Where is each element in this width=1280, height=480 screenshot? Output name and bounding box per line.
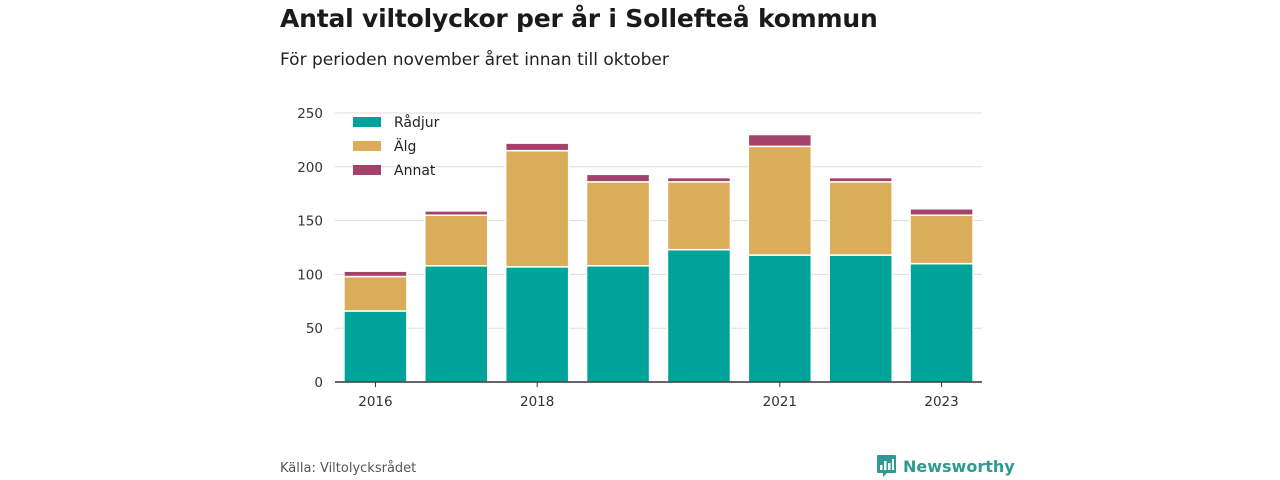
- stacked-bar-chart: 0 50 100 150 200 250 2016 2018 2021 2023 Rådjur Älg…: [297, 106, 982, 410]
- legend-label-annat: Annat: [394, 163, 436, 179]
- bar-rådjur-2019: [585, 265, 651, 383]
- legend-swatch-älg: [353, 141, 381, 151]
- brand-name: Newsworthy: [903, 456, 1015, 476]
- chart-title: Antal viltolyckor per år i Sollefteå kom…: [280, 4, 878, 33]
- legend-swatch-annat: [353, 165, 381, 175]
- bar-älg-2021: [747, 145, 813, 256]
- legend-label-rådjur: Rådjur: [394, 114, 440, 131]
- bar-rådjur-2020: [666, 248, 732, 383]
- bar-älg-2019: [585, 181, 651, 267]
- bar-rådjur-2022: [828, 254, 893, 383]
- bar-rådjur-2021: [747, 254, 813, 383]
- bar-älg-2017: [424, 214, 489, 267]
- y-tick-label: 200: [297, 160, 323, 176]
- bar-rådjur-2018: [504, 266, 570, 383]
- bar-rådjur-2016: [343, 310, 408, 383]
- bar-annat-2022: [828, 176, 893, 183]
- bar-annat-2021: [747, 133, 813, 148]
- y-tick-label: 0: [314, 375, 323, 391]
- bar-älg-2016: [343, 275, 408, 312]
- brand-logo[interactable]: Newsworthy: [876, 454, 1015, 478]
- x-tick-label: 2021: [763, 394, 797, 410]
- bar-älg-2018: [504, 149, 570, 268]
- x-tick-label: 2018: [520, 394, 554, 410]
- x-tick-label: 2016: [358, 394, 392, 410]
- source-note: Källa: Viltolycksrådet: [280, 461, 417, 476]
- y-tick-label: 150: [297, 214, 323, 230]
- y-tick-label: 50: [306, 321, 323, 337]
- bar-chart-speech-bubble-icon: [877, 455, 896, 477]
- bar-annat-2017: [424, 210, 489, 216]
- legend-label-älg: Älg: [394, 137, 416, 155]
- bar-rådjur-2017: [424, 265, 489, 383]
- bar-älg-2022: [828, 181, 893, 256]
- bar-annat-2018: [504, 142, 570, 152]
- bar-annat-2019: [585, 173, 651, 183]
- bar-annat-2023: [909, 208, 974, 216]
- bar-älg-2020: [666, 181, 732, 251]
- bar-annat-2020: [666, 176, 732, 183]
- x-tick-label: 2023: [924, 394, 958, 410]
- bar-annat-2016: [343, 270, 408, 278]
- y-tick-label: 250: [297, 106, 323, 122]
- y-tick-label: 100: [297, 267, 323, 283]
- legend-swatch-rådjur: [353, 117, 381, 127]
- bar-rådjur-2023: [909, 262, 974, 383]
- bar-älg-2023: [909, 214, 974, 265]
- chart-subtitle: För perioden november året innan till ok…: [280, 50, 669, 70]
